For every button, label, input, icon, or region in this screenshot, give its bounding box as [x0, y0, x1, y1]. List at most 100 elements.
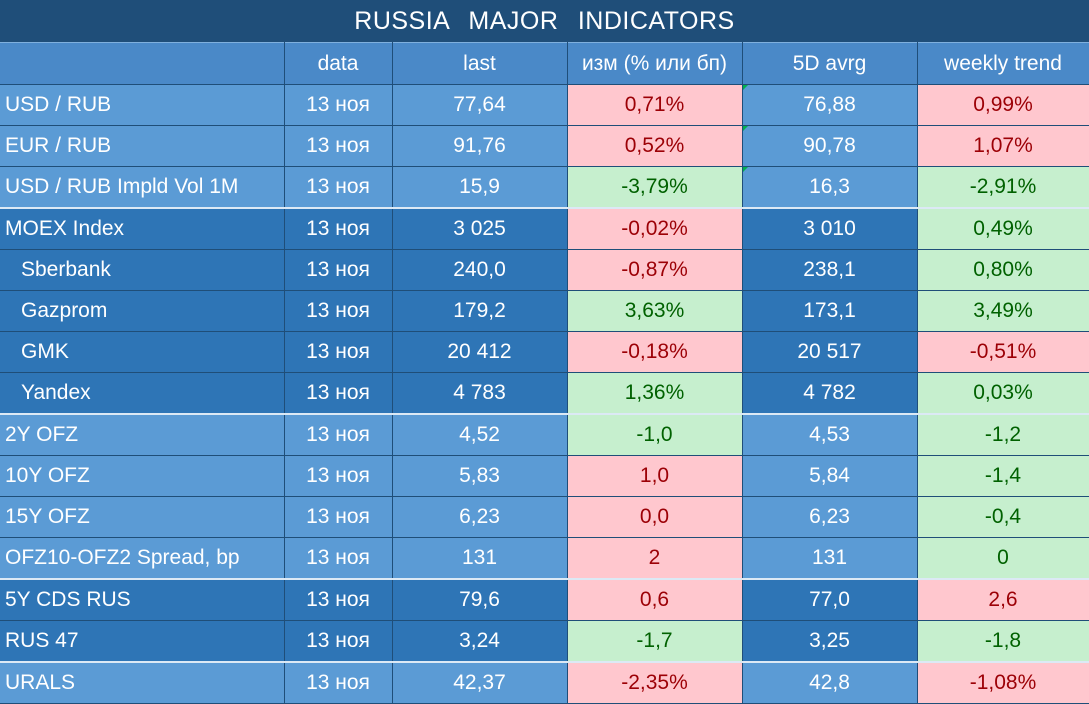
row-last[interactable]: 91,76	[392, 125, 568, 167]
row-date[interactable]: 13 ноя	[284, 578, 393, 621]
row-5d-avg[interactable]: 4,53	[742, 413, 918, 456]
row-last[interactable]: 79,6	[392, 578, 568, 621]
row-5d-avg[interactable]: 20 517	[742, 331, 918, 373]
row-change[interactable]: 1,36%	[567, 372, 743, 415]
row-change[interactable]: 2	[567, 537, 743, 580]
row-last[interactable]: 3,24	[392, 620, 568, 663]
header-last[interactable]: last	[392, 42, 568, 85]
row-change[interactable]: -1,0	[567, 413, 743, 456]
row-name[interactable]: GMK	[0, 331, 285, 373]
row-date[interactable]: 13 ноя	[284, 372, 393, 415]
row-trend[interactable]: 1,07%	[917, 125, 1089, 167]
row-last[interactable]: 5,83	[392, 455, 568, 497]
row-trend[interactable]: 0,03%	[917, 372, 1089, 415]
row-trend[interactable]: 3,49%	[917, 290, 1089, 332]
row-trend[interactable]: 0,99%	[917, 84, 1089, 126]
row-trend[interactable]: -1,08%	[917, 661, 1089, 704]
row-date[interactable]: 13 ноя	[284, 331, 393, 373]
row-name[interactable]: Yandex	[0, 372, 285, 415]
row-name[interactable]: RUS 47	[0, 620, 285, 663]
row-5d-avg[interactable]: 77,0	[742, 578, 918, 621]
row-last[interactable]: 179,2	[392, 290, 568, 332]
row-change[interactable]: 0,0	[567, 496, 743, 538]
row-change[interactable]: -1,7	[567, 620, 743, 663]
row-change[interactable]: 0,6	[567, 578, 743, 621]
row-date[interactable]: 13 ноя	[284, 166, 393, 209]
row-last[interactable]: 240,0	[392, 249, 568, 291]
row-trend[interactable]: -1,8	[917, 620, 1089, 663]
row-change[interactable]: -0,87%	[567, 249, 743, 291]
row-name[interactable]: 10Y OFZ	[0, 455, 285, 497]
row-5d-avg[interactable]: 3,25	[742, 620, 918, 663]
row-5d-avg[interactable]: 90,78	[742, 125, 918, 167]
row-date[interactable]: 13 ноя	[284, 537, 393, 580]
header-5d-avg[interactable]: 5D avrg	[742, 42, 918, 85]
row-change[interactable]: -0,02%	[567, 207, 743, 250]
row-5d-avg[interactable]: 76,88	[742, 84, 918, 126]
row-change[interactable]: -0,18%	[567, 331, 743, 373]
row-name[interactable]: Sberbank	[0, 249, 285, 291]
row-trend[interactable]: 0,80%	[917, 249, 1089, 291]
row-date[interactable]: 13 ноя	[284, 125, 393, 167]
row-last[interactable]: 42,37	[392, 661, 568, 704]
row-5d-avg[interactable]: 238,1	[742, 249, 918, 291]
row-change[interactable]: 1,0	[567, 455, 743, 497]
table-row: USD / RUB 13 ноя 77,64 0,71% 76,88 0,99%	[0, 84, 1089, 126]
row-last[interactable]: 20 412	[392, 331, 568, 373]
indicators-table: data last изм (% или бп) 5D avrg weekly …	[0, 42, 1089, 704]
row-date[interactable]: 13 ноя	[284, 620, 393, 663]
row-date[interactable]: 13 ноя	[284, 496, 393, 538]
row-change[interactable]: -3,79%	[567, 166, 743, 209]
row-change[interactable]: -2,35%	[567, 661, 743, 704]
row-name[interactable]: Gazprom	[0, 290, 285, 332]
row-5d-avg[interactable]: 173,1	[742, 290, 918, 332]
row-name[interactable]: 15Y OFZ	[0, 496, 285, 538]
row-date[interactable]: 13 ноя	[284, 84, 393, 126]
header-weekly-trend[interactable]: weekly trend	[917, 42, 1089, 85]
row-change[interactable]: 3,63%	[567, 290, 743, 332]
row-last[interactable]: 131	[392, 537, 568, 580]
row-5d-avg[interactable]: 4 782	[742, 372, 918, 415]
row-date[interactable]: 13 ноя	[284, 455, 393, 497]
header-change[interactable]: изм (% или бп)	[567, 42, 743, 85]
row-name[interactable]: URALS	[0, 661, 285, 704]
row-name[interactable]: MOEX Index	[0, 207, 285, 250]
row-name[interactable]: USD / RUB	[0, 84, 285, 126]
header-date[interactable]: data	[284, 42, 393, 85]
row-trend[interactable]: -1,2	[917, 413, 1089, 456]
row-trend[interactable]: -0,51%	[917, 331, 1089, 373]
row-last[interactable]: 3 025	[392, 207, 568, 250]
row-name[interactable]: 2Y OFZ	[0, 413, 285, 456]
row-trend[interactable]: -0,4	[917, 496, 1089, 538]
table-row: EUR / RUB 13 ноя 91,76 0,52% 90,78 1,07%	[0, 125, 1089, 167]
row-date[interactable]: 13 ноя	[284, 413, 393, 456]
row-trend[interactable]: -1,4	[917, 455, 1089, 497]
row-5d-avg[interactable]: 42,8	[742, 661, 918, 704]
row-last[interactable]: 77,64	[392, 84, 568, 126]
row-change[interactable]: 0,71%	[567, 84, 743, 126]
row-change[interactable]: 0,52%	[567, 125, 743, 167]
row-date[interactable]: 13 ноя	[284, 290, 393, 332]
row-date[interactable]: 13 ноя	[284, 249, 393, 291]
row-name[interactable]: OFZ10-OFZ2 Spread, bp	[0, 537, 285, 580]
row-last[interactable]: 4 783	[392, 372, 568, 415]
row-trend[interactable]: 0,49%	[917, 207, 1089, 250]
row-last[interactable]: 15,9	[392, 166, 568, 209]
row-name[interactable]: USD / RUB Impld Vol 1M	[0, 166, 285, 209]
row-5d-avg[interactable]: 16,3	[742, 166, 918, 209]
row-5d-avg[interactable]: 131	[742, 537, 918, 580]
row-last[interactable]: 6,23	[392, 496, 568, 538]
row-trend[interactable]: 0	[917, 537, 1089, 580]
row-last[interactable]: 4,52	[392, 413, 568, 456]
row-date[interactable]: 13 ноя	[284, 207, 393, 250]
row-5d-avg[interactable]: 5,84	[742, 455, 918, 497]
row-name[interactable]: 5Y CDS RUS	[0, 578, 285, 621]
row-name[interactable]: EUR / RUB	[0, 125, 285, 167]
row-trend[interactable]: 2,6	[917, 578, 1089, 621]
header-name[interactable]	[0, 42, 285, 85]
row-5d-avg[interactable]: 3 010	[742, 207, 918, 250]
row-trend[interactable]: -2,91%	[917, 166, 1089, 209]
row-5d-avg[interactable]: 6,23	[742, 496, 918, 538]
row-date[interactable]: 13 ноя	[284, 661, 393, 704]
